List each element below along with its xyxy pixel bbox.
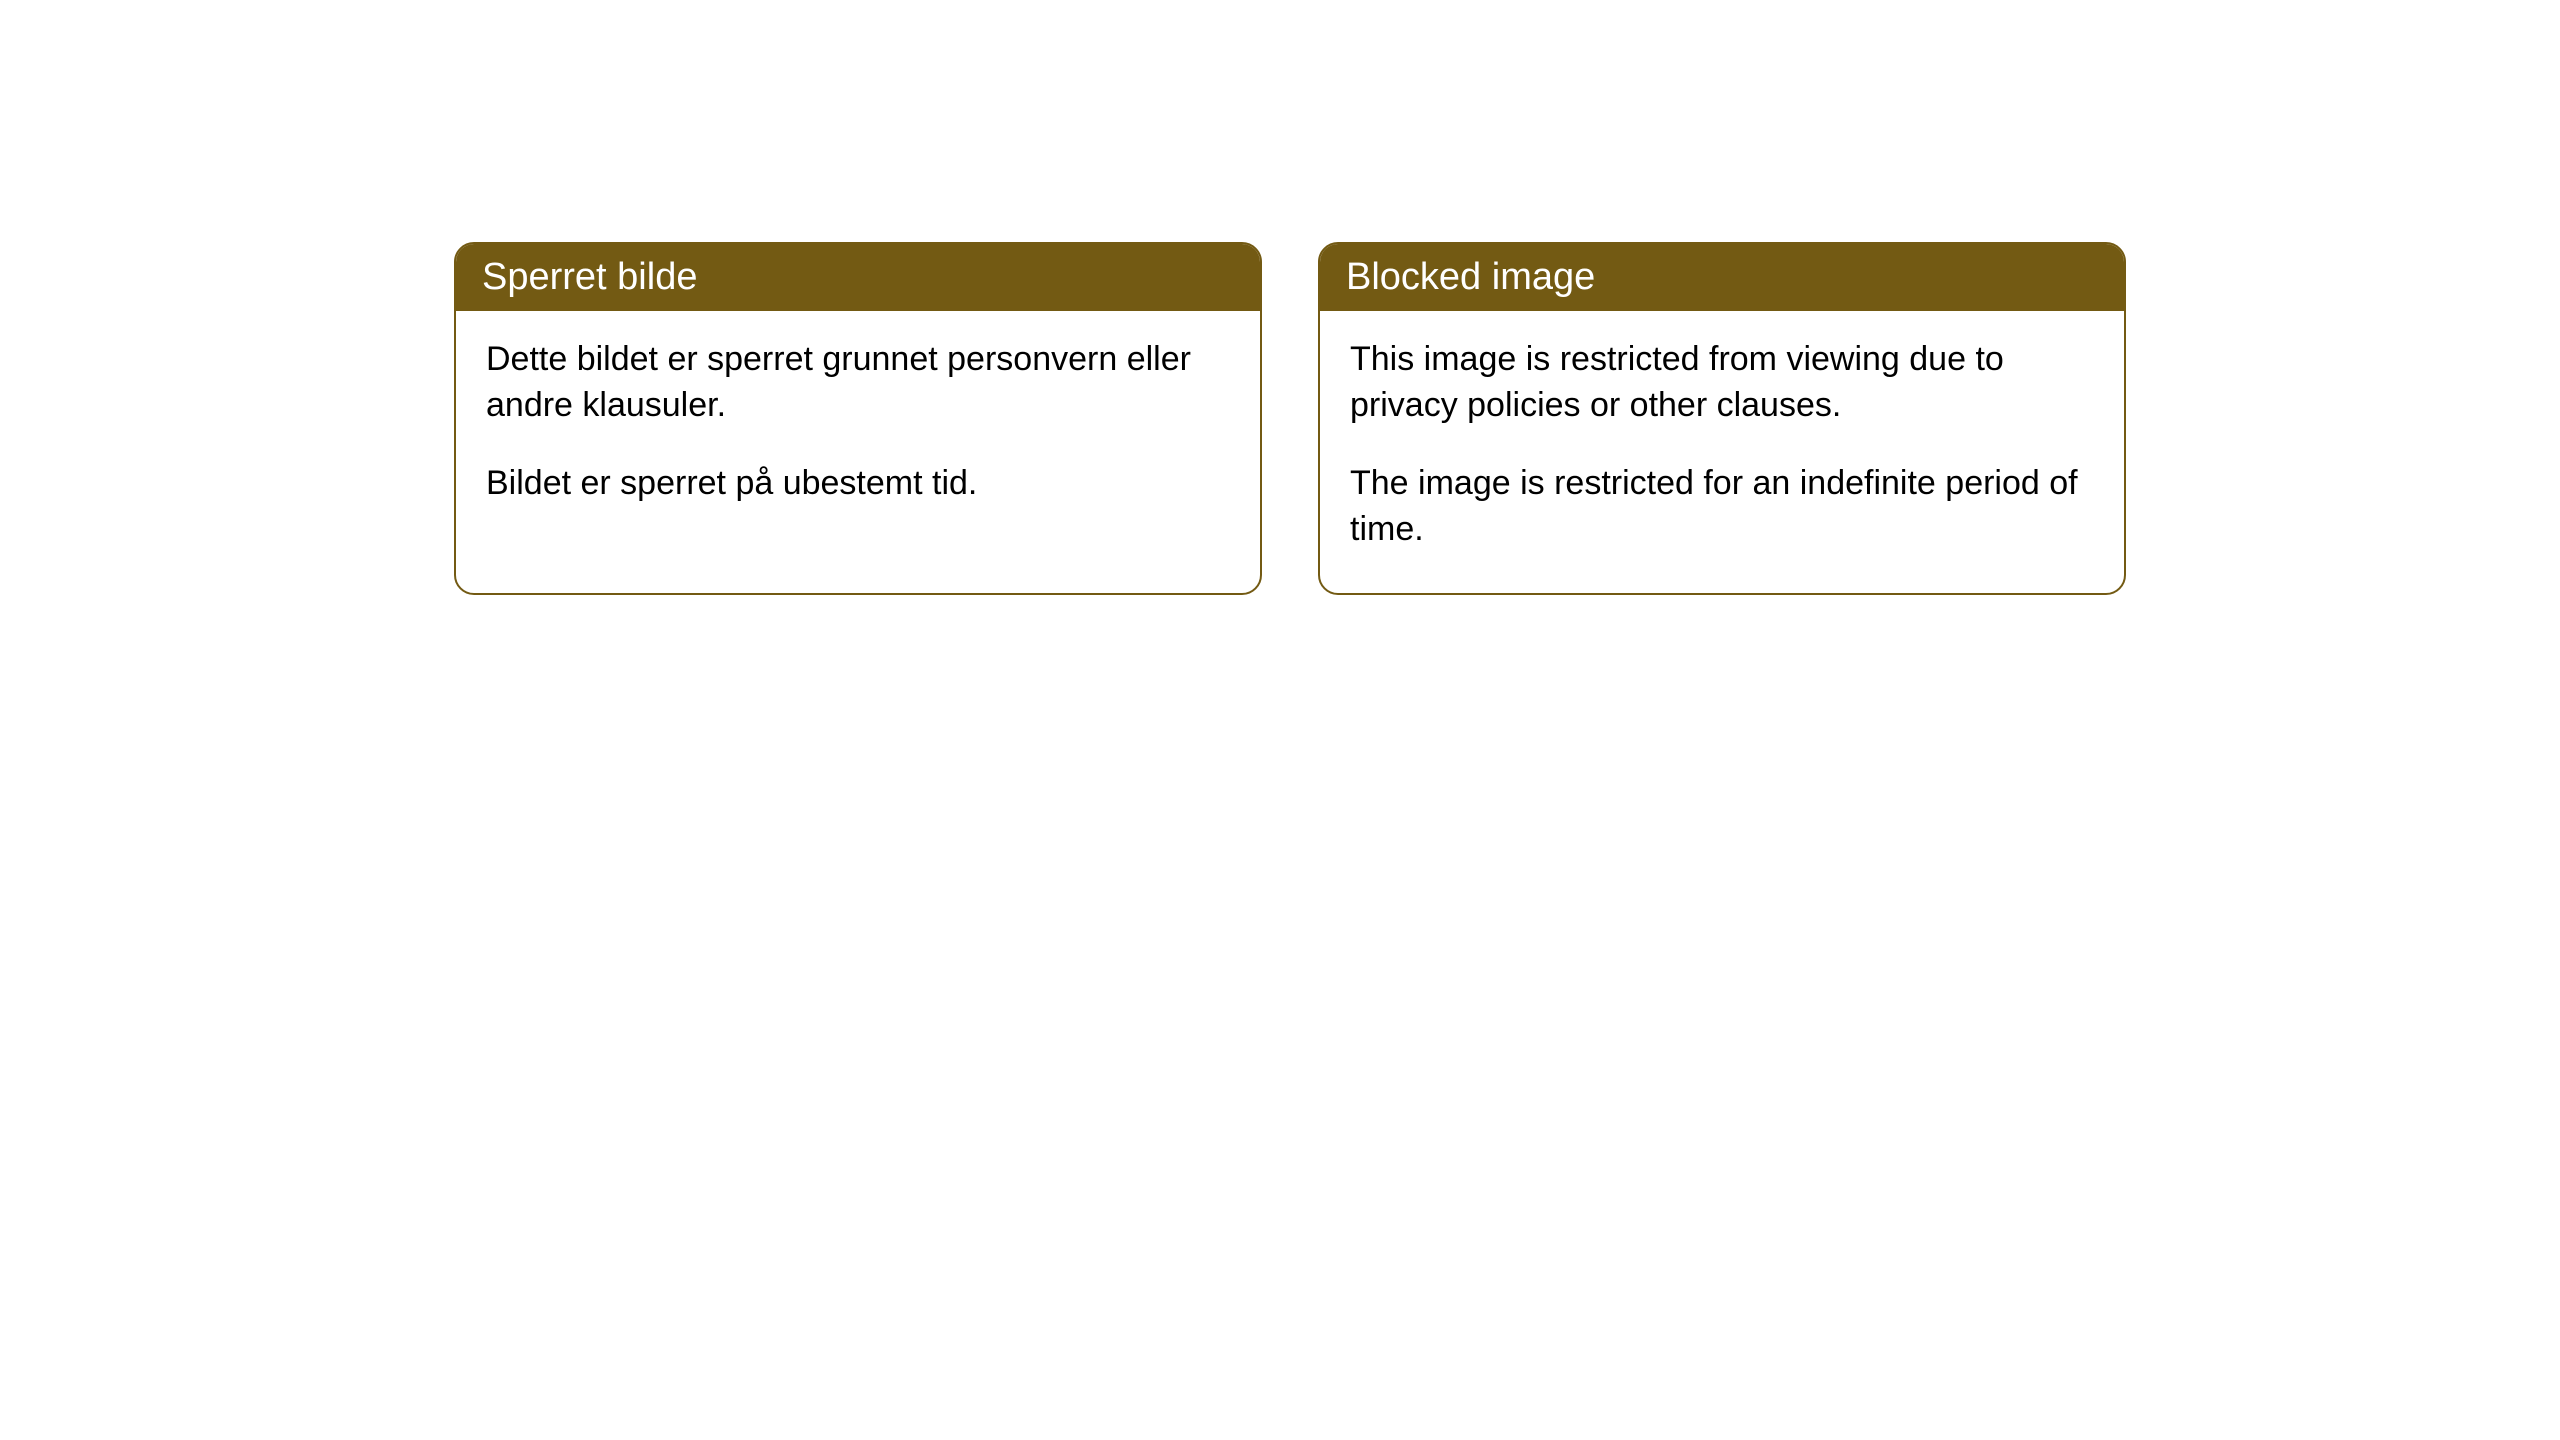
card-paragraph: Dette bildet er sperret grunnet personve… xyxy=(486,337,1230,429)
card-paragraph: Bildet er sperret på ubestemt tid. xyxy=(486,461,1230,507)
blocked-image-card-norwegian: Sperret bilde Dette bildet er sperret gr… xyxy=(454,242,1262,595)
card-header: Sperret bilde xyxy=(456,244,1260,311)
blocked-image-card-english: Blocked image This image is restricted f… xyxy=(1318,242,2126,595)
card-body: This image is restricted from viewing du… xyxy=(1320,311,2124,593)
card-paragraph: This image is restricted from viewing du… xyxy=(1350,337,2094,429)
card-header: Blocked image xyxy=(1320,244,2124,311)
card-title: Sperret bilde xyxy=(482,256,697,298)
card-title: Blocked image xyxy=(1346,256,1595,298)
card-paragraph: The image is restricted for an indefinit… xyxy=(1350,461,2094,553)
card-body: Dette bildet er sperret grunnet personve… xyxy=(456,311,1260,547)
notice-cards-container: Sperret bilde Dette bildet er sperret gr… xyxy=(454,242,2126,595)
